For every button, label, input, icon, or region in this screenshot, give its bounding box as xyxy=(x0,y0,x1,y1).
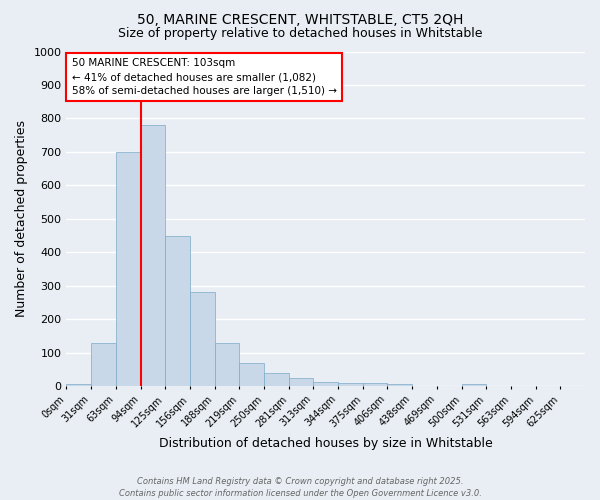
Bar xyxy=(165,236,190,386)
Y-axis label: Number of detached properties: Number of detached properties xyxy=(15,120,28,318)
Bar xyxy=(289,378,313,386)
Text: Size of property relative to detached houses in Whitstable: Size of property relative to detached ho… xyxy=(118,28,482,40)
Bar xyxy=(313,382,338,386)
Bar xyxy=(239,364,264,386)
Bar xyxy=(338,383,363,386)
Bar xyxy=(264,374,289,386)
Bar xyxy=(215,342,239,386)
X-axis label: Distribution of detached houses by size in Whitstable: Distribution of detached houses by size … xyxy=(159,437,493,450)
Text: 50 MARINE CRESCENT: 103sqm
← 41% of detached houses are smaller (1,082)
58% of s: 50 MARINE CRESCENT: 103sqm ← 41% of deta… xyxy=(71,58,337,96)
Bar xyxy=(388,384,412,386)
Bar xyxy=(190,292,215,386)
Text: Contains HM Land Registry data © Crown copyright and database right 2025.
Contai: Contains HM Land Registry data © Crown c… xyxy=(119,476,481,498)
Bar xyxy=(363,383,388,386)
Bar xyxy=(116,152,140,386)
Text: 50, MARINE CRESCENT, WHITSTABLE, CT5 2QH: 50, MARINE CRESCENT, WHITSTABLE, CT5 2QH xyxy=(137,12,463,26)
Bar xyxy=(91,342,116,386)
Bar xyxy=(140,125,165,386)
Bar xyxy=(67,384,91,386)
Bar xyxy=(461,384,486,386)
